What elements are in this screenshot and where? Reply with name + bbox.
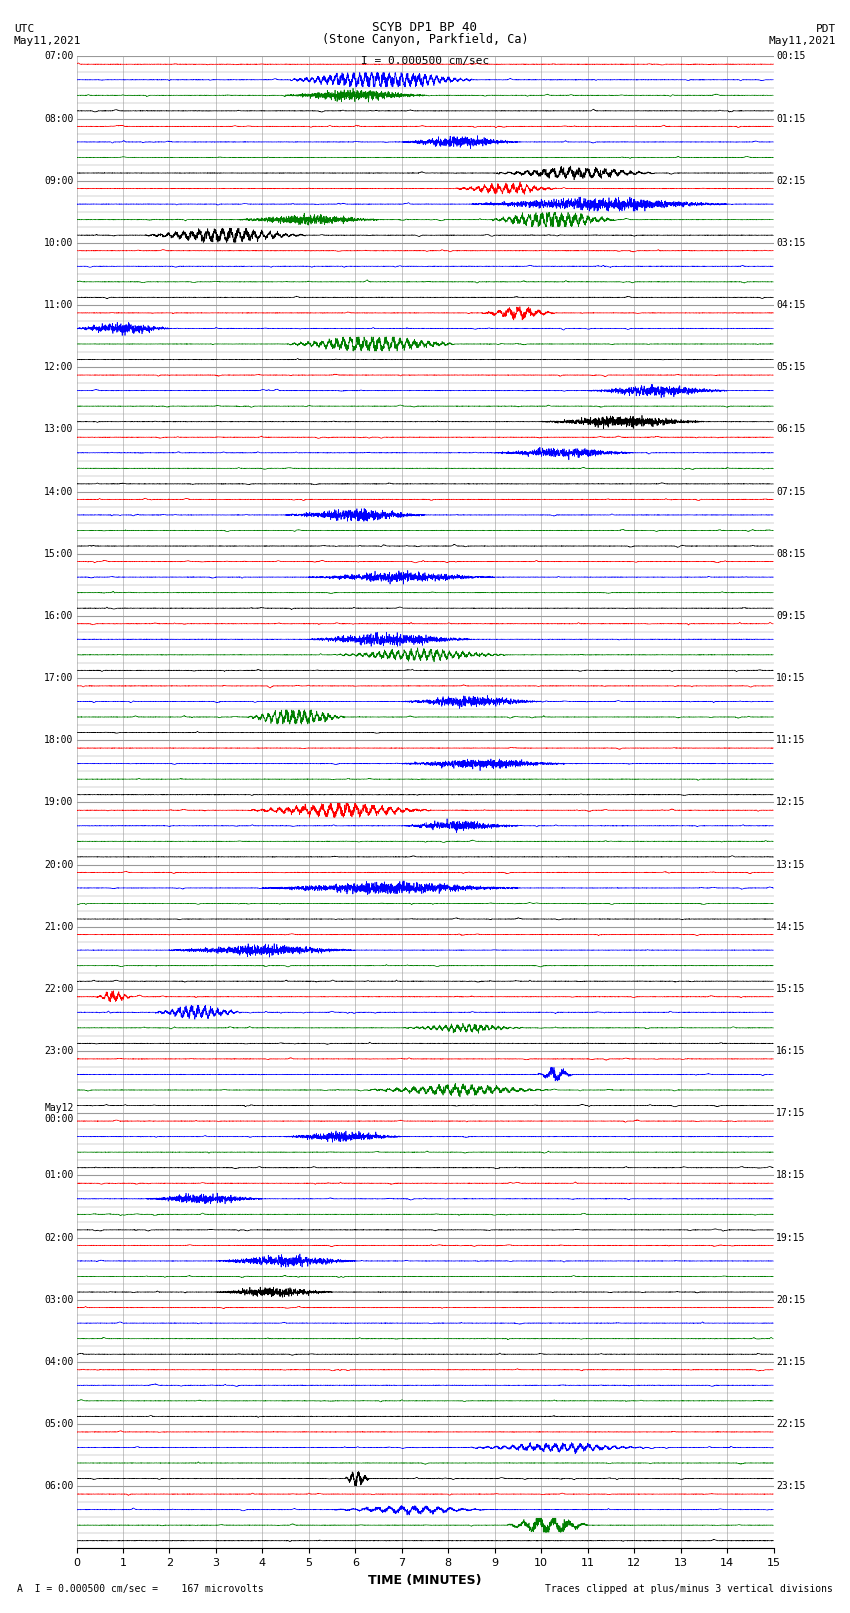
X-axis label: TIME (MINUTES): TIME (MINUTES) <box>368 1574 482 1587</box>
Text: May11,2021: May11,2021 <box>14 35 82 47</box>
Text: SCYB DP1 BP 40: SCYB DP1 BP 40 <box>372 21 478 34</box>
Text: Traces clipped at plus/minus 3 vertical divisions: Traces clipped at plus/minus 3 vertical … <box>545 1584 833 1594</box>
Text: I = 0.000500 cm/sec: I = 0.000500 cm/sec <box>361 56 489 66</box>
Text: A  I = 0.000500 cm/sec =    167 microvolts: A I = 0.000500 cm/sec = 167 microvolts <box>17 1584 264 1594</box>
Text: UTC: UTC <box>14 24 34 34</box>
Text: May11,2021: May11,2021 <box>768 35 836 47</box>
Text: PDT: PDT <box>816 24 836 34</box>
Text: (Stone Canyon, Parkfield, Ca): (Stone Canyon, Parkfield, Ca) <box>321 32 529 47</box>
